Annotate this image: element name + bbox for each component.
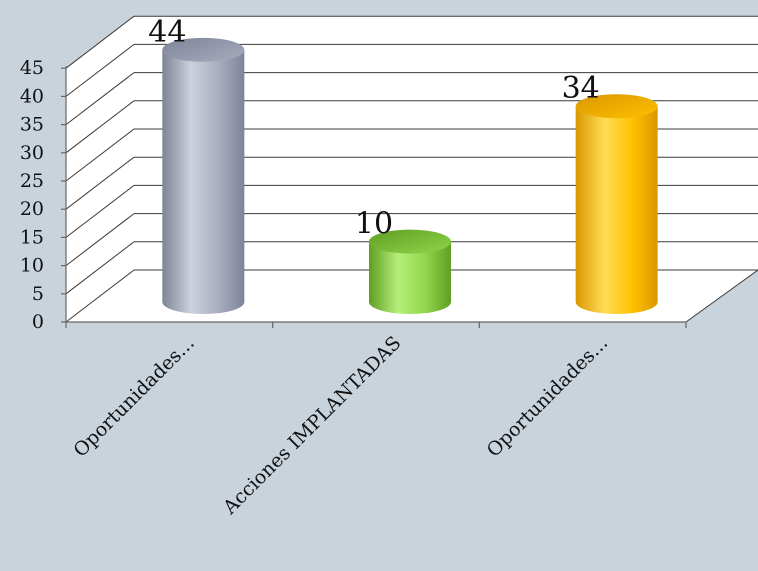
data-label: 44 [148, 15, 186, 50]
bar-body [369, 241, 451, 314]
y-tick-label: 5 [32, 283, 44, 305]
y-tick-label: 10 [20, 255, 44, 277]
y-tick-label: 40 [20, 85, 44, 107]
y-tick-label: 25 [20, 170, 44, 192]
axes [61, 66, 687, 328]
gridline-wall [65, 185, 135, 238]
bars [162, 37, 658, 314]
y-axis-ticks: 0 5 10 15 20 25 30 35 40 45 [20, 57, 44, 333]
data-label: 10 [355, 207, 393, 242]
bar-top [575, 94, 658, 119]
gridline-wall [65, 269, 135, 323]
gridline-wall [65, 44, 135, 97]
bar-body [162, 49, 245, 314]
bar-top [369, 229, 451, 254]
bar-body [575, 106, 658, 314]
gridline-wall [65, 72, 135, 125]
gridline-wall [65, 156, 135, 210]
data-label: 34 [562, 71, 600, 106]
gridline-wall [65, 128, 135, 182]
data-labels: 44 10 34 [148, 15, 600, 242]
y-tick-label: 35 [20, 114, 44, 136]
floor-edge [685, 269, 758, 323]
y-tick-label: 20 [20, 198, 44, 220]
gridline-wall [65, 15, 135, 69]
bar [162, 37, 245, 314]
bar [575, 94, 658, 314]
y-tick-label: 30 [20, 142, 44, 164]
y-tick-label: 0 [32, 311, 44, 333]
y-tick-label: 45 [20, 57, 44, 79]
bar [369, 229, 451, 314]
gridline-wall [65, 241, 135, 295]
gridline-wall [65, 100, 135, 154]
bar-top [162, 37, 245, 62]
gridline-wall [65, 213, 135, 266]
y-tick-label: 15 [20, 226, 44, 248]
